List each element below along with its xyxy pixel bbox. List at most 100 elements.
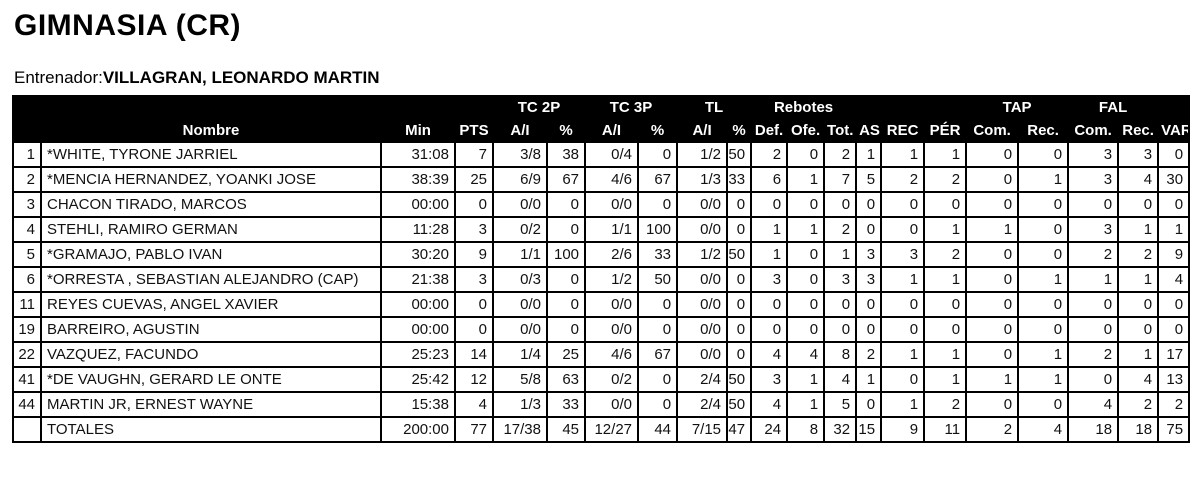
cell-number: 44 bbox=[12, 391, 42, 418]
cell-reb-ofe: 1 bbox=[786, 166, 826, 193]
col-header-min: Min bbox=[380, 118, 456, 143]
cell-per: 2 bbox=[923, 391, 968, 418]
cell-as: 0 bbox=[855, 216, 883, 243]
cell-per: 2 bbox=[923, 241, 968, 268]
cell-tap-rec: 1 bbox=[1017, 166, 1070, 193]
cell-per: 1 bbox=[923, 341, 968, 368]
col-header-tl-pct: % bbox=[726, 118, 753, 143]
cell-fal-rec: 0 bbox=[1117, 191, 1160, 218]
cell-tl-pct: 0 bbox=[726, 266, 753, 293]
cell-as: 3 bbox=[855, 241, 883, 268]
col-header-reb-tot: Tot. bbox=[823, 118, 858, 143]
cell-per: 0 bbox=[923, 291, 968, 318]
cell-var: 17 bbox=[1157, 341, 1191, 368]
cell-tc2p-ai: 1/1 bbox=[492, 241, 548, 268]
player-row: 5 *GRAMAJO, PABLO IVAN 30:20 9 1/1 100 2/6 33 1/… bbox=[12, 241, 1191, 268]
cell-tap-rec: 1 bbox=[1017, 341, 1070, 368]
cell-tc2p-ai: 0/0 bbox=[492, 316, 548, 343]
cell-tc2p-ai: 6/9 bbox=[492, 166, 548, 193]
cell-rec: 3 bbox=[880, 241, 926, 268]
cell-min: 30:20 bbox=[380, 241, 456, 268]
stats-table-body: 1 *WHITE, TYRONE JARRIEL 31:08 7 3/8 38 0/4 0 1/… bbox=[12, 141, 1191, 443]
cell-fal-com: 3 bbox=[1067, 166, 1120, 193]
cell-name: *MENCIA HERNANDEZ, YOANKI JOSE bbox=[40, 166, 382, 193]
cell-reb-ofe: 1 bbox=[786, 391, 826, 418]
cell-tc3p-ai: 0/0 bbox=[584, 291, 640, 318]
cell-tc2p-ai: 0/3 bbox=[492, 266, 548, 293]
col-header-tc3p-pct: % bbox=[637, 118, 679, 143]
cell-fal-rec: 3 bbox=[1117, 141, 1160, 168]
cell-tl-ai: 0/0 bbox=[676, 341, 729, 368]
cell-tc2p-ai: 1/3 bbox=[492, 391, 548, 418]
cell-tl-ai: 1/3 bbox=[676, 166, 729, 193]
cell-tc2p-pct: 63 bbox=[545, 366, 587, 393]
cell-fal-com: 0 bbox=[1067, 366, 1120, 393]
cell-tc2p-pct: 0 bbox=[545, 191, 587, 218]
cell-reb-ofe: 1 bbox=[786, 366, 826, 393]
cell-name: MARTIN JR, ERNEST WAYNE bbox=[40, 391, 382, 418]
cell-tc2p-ai: 0/2 bbox=[492, 216, 548, 243]
cell-var: 0 bbox=[1157, 316, 1191, 343]
cell-number: 1 bbox=[12, 141, 42, 168]
cell-tap-com: 1 bbox=[965, 216, 1020, 243]
cell-name: *ORRESTA , SEBASTIAN ALEJANDRO (CAP) bbox=[40, 266, 382, 293]
cell-tl-pct: 0 bbox=[726, 316, 753, 343]
cell-tc2p-ai: 3/8 bbox=[492, 141, 548, 168]
cell-tc2p-pct: 0 bbox=[545, 291, 587, 318]
col-header-tap-rec: Rec. bbox=[1017, 118, 1070, 143]
cell-tl-ai: 7/15 bbox=[676, 416, 729, 443]
cell-name: BARREIRO, AGUSTIN bbox=[40, 316, 382, 343]
cell-as: 0 bbox=[855, 291, 883, 318]
cell-fal-com: 18 bbox=[1067, 416, 1120, 443]
cell-reb-tot: 0 bbox=[823, 291, 858, 318]
group-spacer-left bbox=[12, 95, 494, 120]
col-header-rownum bbox=[12, 118, 42, 143]
cell-reb-tot: 7 bbox=[823, 166, 858, 193]
cell-fal-rec: 4 bbox=[1117, 366, 1160, 393]
cell-tap-rec: 1 bbox=[1017, 266, 1070, 293]
col-header-tc3p-ai: A/I bbox=[584, 118, 640, 143]
cell-tc2p-pct: 100 bbox=[545, 241, 587, 268]
cell-number bbox=[12, 416, 42, 443]
cell-rec: 1 bbox=[880, 341, 926, 368]
cell-rec: 0 bbox=[880, 216, 926, 243]
cell-tl-pct: 50 bbox=[726, 241, 753, 268]
cell-tap-com: 0 bbox=[965, 391, 1020, 418]
cell-tc2p-ai: 1/4 bbox=[492, 341, 548, 368]
cell-tap-rec: 0 bbox=[1017, 216, 1070, 243]
cell-tc3p-pct: 33 bbox=[637, 241, 679, 268]
cell-as: 0 bbox=[855, 316, 883, 343]
col-header-tc2p-ai: A/I bbox=[492, 118, 548, 143]
cell-name: REYES CUEVAS, ANGEL XAVIER bbox=[40, 291, 382, 318]
col-header-fal-rec: Rec. bbox=[1117, 118, 1160, 143]
cell-rec: 0 bbox=[880, 316, 926, 343]
cell-pts: 3 bbox=[454, 216, 494, 243]
cell-tc2p-pct: 67 bbox=[545, 166, 587, 193]
cell-tap-com: 0 bbox=[965, 241, 1020, 268]
cell-number: 4 bbox=[12, 216, 42, 243]
cell-reb-tot: 5 bbox=[823, 391, 858, 418]
cell-per: 1 bbox=[923, 141, 968, 168]
cell-reb-tot: 2 bbox=[823, 141, 858, 168]
cell-number: 11 bbox=[12, 291, 42, 318]
cell-tap-rec: 0 bbox=[1017, 141, 1070, 168]
cell-tl-ai: 0/0 bbox=[676, 216, 729, 243]
cell-tl-pct: 0 bbox=[726, 291, 753, 318]
cell-var: 0 bbox=[1157, 141, 1191, 168]
cell-reb-def: 0 bbox=[750, 191, 789, 218]
cell-reb-tot: 2 bbox=[823, 216, 858, 243]
group-tl: TL bbox=[676, 95, 753, 120]
cell-reb-def: 6 bbox=[750, 166, 789, 193]
cell-tap-com: 2 bbox=[965, 416, 1020, 443]
cell-pts: 25 bbox=[454, 166, 494, 193]
cell-tl-ai: 2/4 bbox=[676, 391, 729, 418]
cell-fal-rec: 2 bbox=[1117, 241, 1160, 268]
cell-name: STEHLI, RAMIRO GERMAN bbox=[40, 216, 382, 243]
cell-tc3p-pct: 0 bbox=[637, 141, 679, 168]
player-row: 3 CHACON TIRADO, MARCOS 00:00 0 0/0 0 0/0 0 0/0 0… bbox=[12, 191, 1191, 218]
cell-pts: 3 bbox=[454, 266, 494, 293]
cell-tc3p-ai: 0/2 bbox=[584, 366, 640, 393]
table-header: TC 2P TC 3P TL Rebotes TAP FAL Nombre Mi… bbox=[12, 95, 1191, 143]
cell-tc3p-ai: 1/1 bbox=[584, 216, 640, 243]
